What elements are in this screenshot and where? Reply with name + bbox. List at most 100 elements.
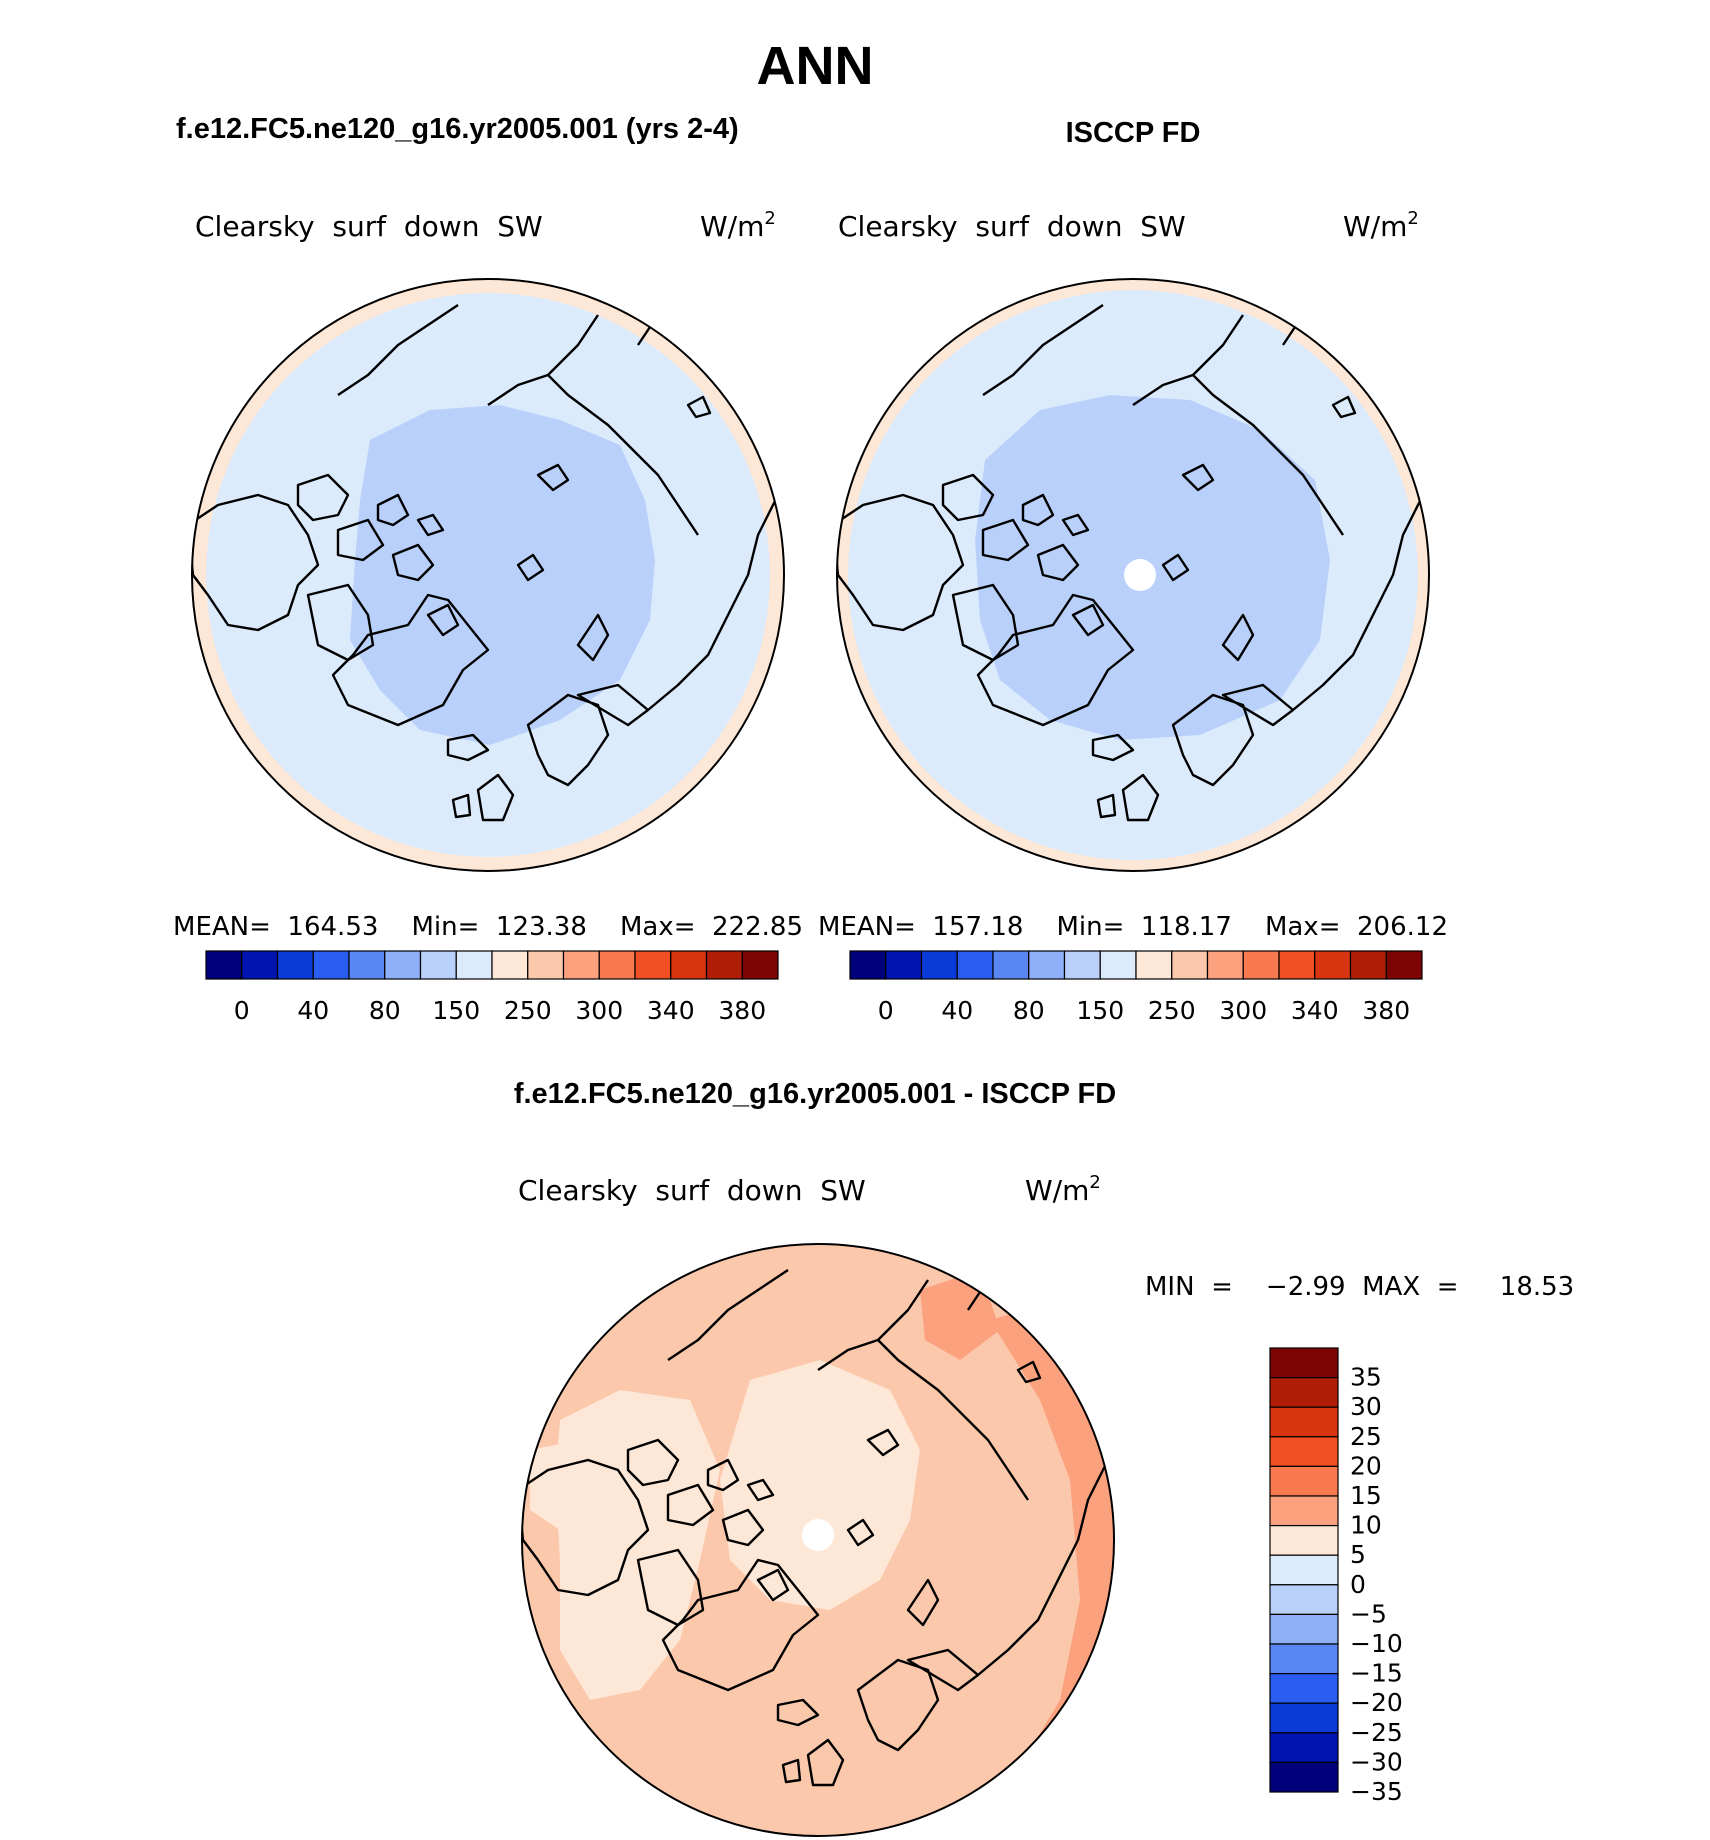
colorbar-swatch: [992, 950, 1030, 980]
colorbar-swatch: [885, 950, 923, 980]
colorbar-swatch: [920, 950, 958, 980]
colorbar-tick-label: 250: [504, 996, 552, 1025]
colorbar-tick-label: 340: [1291, 996, 1339, 1025]
colorbar-swatch: [956, 950, 994, 980]
colorbar-swatch: [455, 950, 493, 980]
panel-b-variable: Clearsky surf down SW: [838, 210, 1186, 243]
colorbar-tick-label: 40: [297, 996, 329, 1025]
colorbar-swatch: [1269, 1643, 1339, 1675]
colorbar-swatch: [1206, 950, 1244, 980]
colorbar-tick-label: 20: [1350, 1451, 1382, 1480]
colorbar-tick-label: 150: [432, 996, 480, 1025]
colorbar-swatch: [1099, 950, 1137, 980]
colorbar-swatch: [1269, 1554, 1339, 1586]
panel-b-map: [837, 279, 1429, 871]
colorbar-tick-label: −25: [1350, 1718, 1403, 1747]
colorbar-tick-label: 300: [1219, 996, 1267, 1025]
colorbar-swatch: [1269, 1406, 1339, 1438]
panel-a-stats: MEAN= 164.53 Min= 123.38 Max= 222.85: [173, 912, 803, 942]
colorbar-tick-label: −35: [1350, 1777, 1403, 1806]
colorbar-swatch: [741, 950, 779, 980]
panel-a-map: [192, 279, 784, 871]
colorbar-swatch: [1269, 1347, 1339, 1379]
panel-c-minmax: MIN = −2.99 MAX = 18.53: [1145, 1272, 1574, 1302]
colorbar-tick-label: 35: [1350, 1363, 1382, 1392]
colorbar-tick-label: 5: [1350, 1540, 1366, 1569]
colorbar-tick-label: 25: [1350, 1422, 1382, 1451]
colorbar-swatch: [598, 950, 636, 980]
colorbar-tick-label: −5: [1350, 1599, 1387, 1628]
colorbar-swatch: [312, 950, 350, 980]
colorbar-swatch: [1171, 950, 1209, 980]
colorbar-swatch: [384, 950, 422, 980]
panel-b-units: W/m2: [1343, 208, 1419, 243]
colorbar-tick-label: 80: [369, 996, 401, 1025]
colorbar-swatch: [419, 950, 457, 980]
panel-a-units: W/m2: [700, 208, 776, 243]
colorbar-swatch: [1063, 950, 1101, 980]
colorbar-swatch: [1028, 950, 1066, 980]
panel-a-variable: Clearsky surf down SW: [195, 210, 543, 243]
colorbar-swatch: [1269, 1524, 1339, 1556]
colorbar-swatch: [1269, 1465, 1339, 1497]
colorbar-swatch: [634, 950, 672, 980]
colorbar-tick-label: 300: [575, 996, 623, 1025]
panel-b-colorbar: 0 40 80 150 250 300 340 380: [849, 950, 1423, 1025]
panel-c-map: [522, 1244, 1114, 1836]
colorbar-swatch: [348, 950, 386, 980]
colorbar-tick-label: 0: [1350, 1570, 1366, 1599]
colorbar-swatch: [241, 950, 279, 980]
colorbar-swatch: [276, 950, 314, 980]
panel-c: Clearsky surf down SW W/m2 MIN = −2.99 M…: [518, 1172, 1574, 1837]
colorbar-swatch: [1269, 1376, 1339, 1408]
panel-c-units: W/m2: [1025, 1172, 1101, 1207]
colorbar-swatch: [1242, 950, 1280, 980]
colorbar-swatch: [1349, 950, 1387, 980]
colorbar-swatch: [1269, 1495, 1339, 1527]
colorbar-tick-label: −15: [1350, 1659, 1403, 1688]
colorbar-swatch: [1385, 950, 1423, 980]
colorbar-swatch: [1269, 1436, 1339, 1468]
colorbar-tick-label: 0: [878, 996, 894, 1025]
colorbar-tick-label: 380: [718, 996, 766, 1025]
colorbar-tick-label: 340: [647, 996, 695, 1025]
panel-c-title: f.e12.FC5.ne120_g16.yr2005.001 - ISCCP F…: [514, 1078, 1116, 1110]
colorbar-swatch: [705, 950, 743, 980]
colorbar-tick-label: 15: [1350, 1481, 1382, 1510]
colorbar-tick-label: 250: [1148, 996, 1196, 1025]
colorbar-swatch: [1269, 1672, 1339, 1704]
panel-c-variable: Clearsky surf down SW: [518, 1174, 866, 1207]
colorbar-swatch: [670, 950, 708, 980]
colorbar-tick-label: 0: [234, 996, 250, 1025]
panel-a-colorbar: 0 40 80 150 250 300 340 380: [205, 950, 779, 1025]
colorbar-tick-label: 380: [1362, 996, 1410, 1025]
panel-b-title: ISCCP FD: [1066, 117, 1201, 149]
colorbar-swatch: [1269, 1702, 1339, 1734]
colorbar-swatch: [205, 950, 243, 980]
panel-b-stats: MEAN= 157.18 Min= 118.17 Max= 206.12: [818, 912, 1448, 942]
colorbar-swatch: [1269, 1584, 1339, 1616]
colorbar-tick-label: 30: [1350, 1392, 1382, 1421]
panel-a: Clearsky surf down SW W/m2 MEAN= 164.53 …: [173, 208, 803, 1025]
colorbar-swatch: [1314, 950, 1352, 980]
colorbar-swatch: [1278, 950, 1316, 980]
panel-b: Clearsky surf down SW W/m2 MEAN= 157.18 …: [818, 208, 1448, 1025]
colorbar-swatch: [1269, 1761, 1339, 1793]
colorbar-swatch: [1269, 1613, 1339, 1645]
colorbar-tick-label: −30: [1350, 1747, 1403, 1776]
colorbar-swatch: [1135, 950, 1173, 980]
colorbar-tick-label: −20: [1350, 1688, 1403, 1717]
colorbar-tick-label: 80: [1013, 996, 1045, 1025]
colorbar-swatch: [527, 950, 565, 980]
colorbar-swatch: [1269, 1732, 1339, 1764]
colorbar-tick-label: 10: [1350, 1511, 1382, 1540]
main-title: ANN: [757, 36, 874, 96]
colorbar-swatch: [491, 950, 529, 980]
colorbar-tick-label: 150: [1076, 996, 1124, 1025]
panel-a-title: f.e12.FC5.ne120_g16.yr2005.001 (yrs 2-4): [176, 113, 739, 145]
colorbar-swatch: [849, 950, 887, 980]
colorbar-swatch: [562, 950, 600, 980]
colorbar-tick-label: −10: [1350, 1629, 1403, 1658]
